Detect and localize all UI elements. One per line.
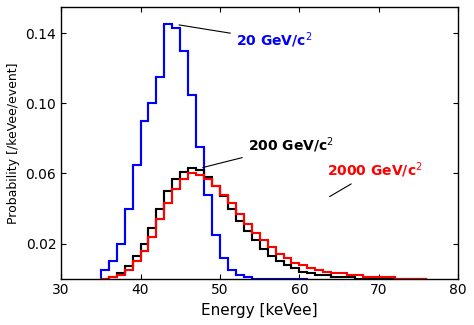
Text: 20 GeV/c$^2$: 20 GeV/c$^2$ — [179, 25, 312, 50]
X-axis label: Energy [keVee]: Energy [keVee] — [201, 303, 318, 318]
Text: 2000 GeV/c$^2$: 2000 GeV/c$^2$ — [327, 160, 423, 197]
Y-axis label: Probability [/keVee/event]: Probability [/keVee/event] — [7, 62, 20, 224]
Text: 200 GeV/c$^2$: 200 GeV/c$^2$ — [203, 136, 334, 167]
